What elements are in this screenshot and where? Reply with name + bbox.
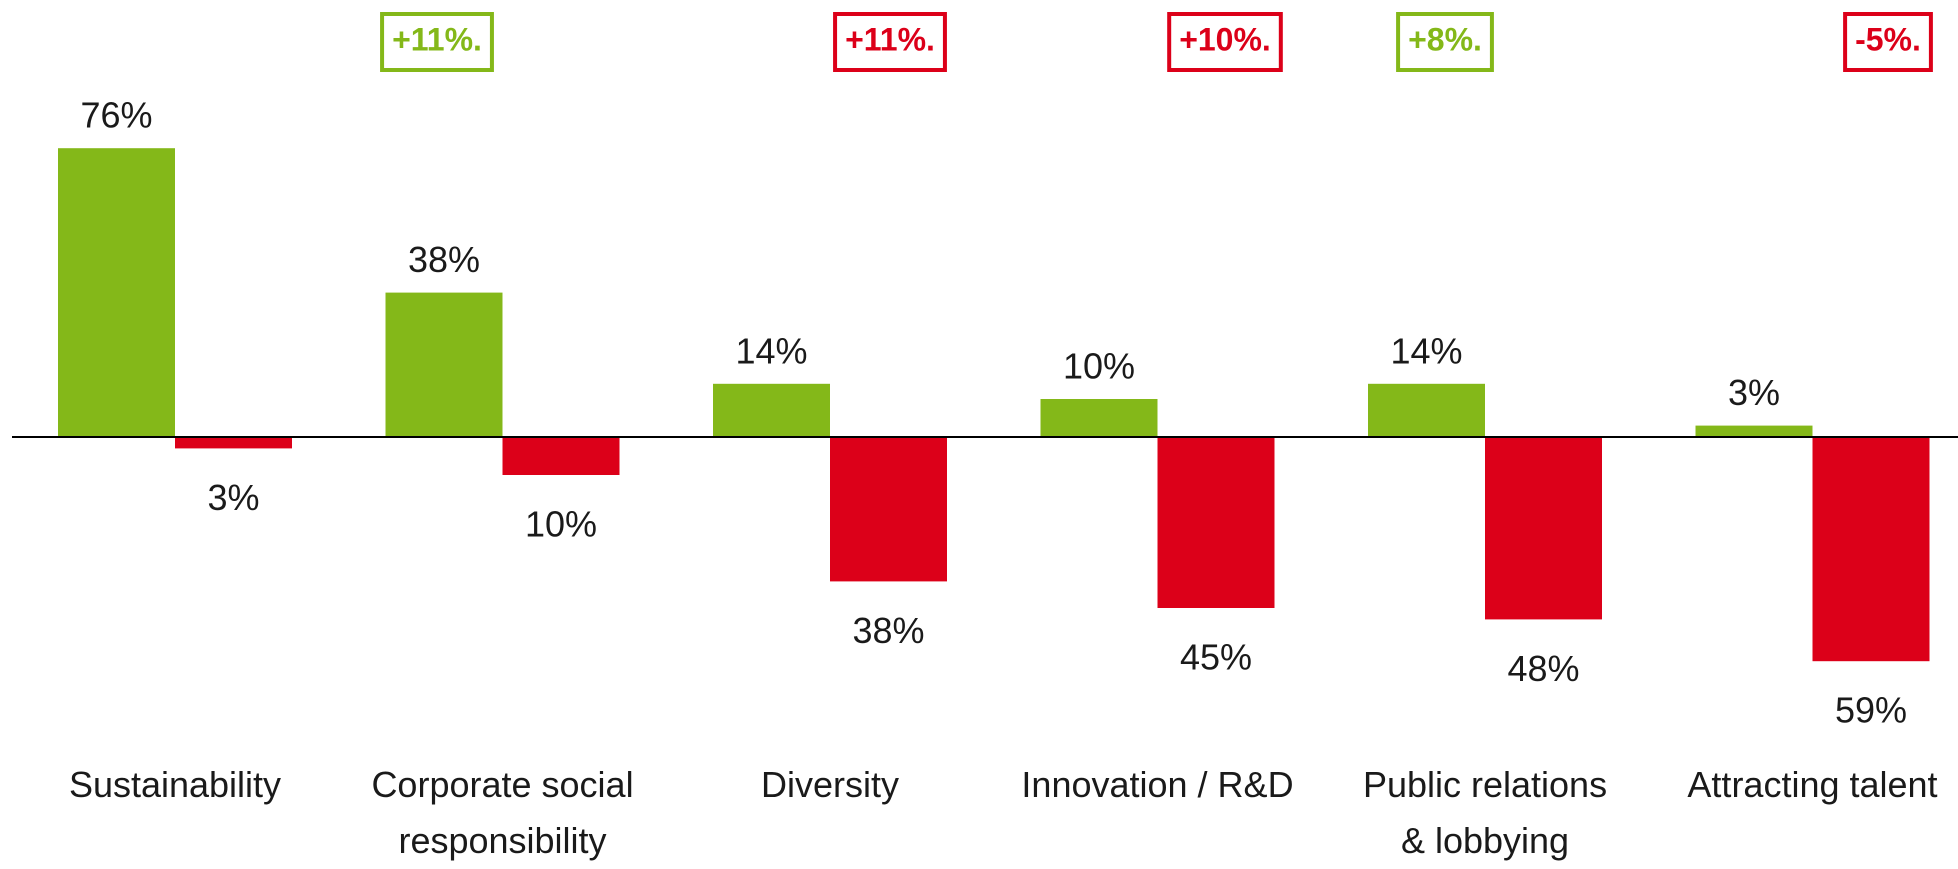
bar — [1158, 437, 1275, 608]
data-label: 14% — [1390, 330, 1462, 371]
bar — [1696, 426, 1813, 437]
x-tick-label: Diversity — [670, 757, 990, 813]
bar — [1041, 399, 1158, 437]
annotation: -5%. — [1855, 21, 1921, 57]
x-tick-label: Corporate social responsibility — [343, 757, 663, 869]
bar — [1368, 384, 1485, 437]
bar — [1813, 437, 1930, 661]
bar — [830, 437, 947, 581]
bar — [1485, 437, 1602, 619]
data-label: 3% — [207, 477, 259, 518]
x-tick-label: Sustainability — [15, 757, 335, 813]
data-label: 76% — [80, 95, 152, 136]
bar — [58, 148, 175, 437]
annotation: +11%. — [392, 21, 482, 57]
data-label: 3% — [1728, 372, 1780, 413]
bar — [386, 293, 503, 437]
data-label: 10% — [525, 504, 597, 545]
annotation: +11%. — [845, 21, 935, 57]
bar — [175, 437, 292, 448]
annotation: +8%. — [1408, 21, 1482, 57]
data-label: 10% — [1063, 346, 1135, 387]
data-label: 38% — [852, 610, 924, 651]
x-tick-label: Public relations & lobbying — [1325, 757, 1645, 869]
data-label: 48% — [1507, 648, 1579, 689]
data-label: 14% — [735, 330, 807, 371]
bar — [713, 384, 830, 437]
data-label: 59% — [1835, 690, 1907, 731]
x-tick-label: Attracting talent — [1653, 757, 1958, 813]
annotation: +10%. — [1179, 21, 1271, 57]
bar — [503, 437, 620, 475]
data-label: 45% — [1180, 637, 1252, 678]
x-tick-label: Innovation / R&D — [998, 757, 1318, 813]
data-label: 38% — [408, 239, 480, 280]
